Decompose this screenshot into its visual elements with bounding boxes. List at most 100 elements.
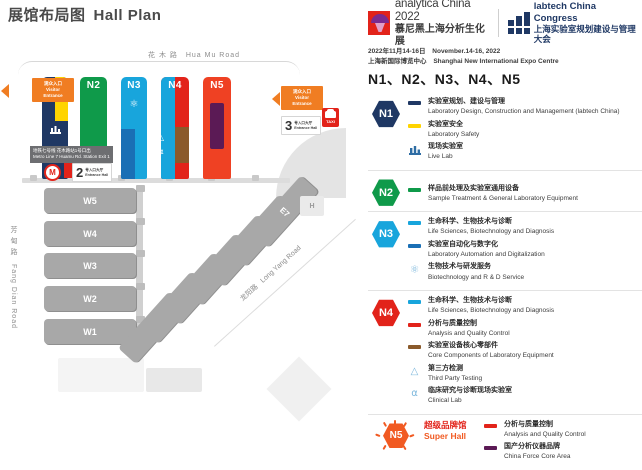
legend-item-cn: 实验室规划、建设与管理	[428, 98, 505, 105]
map-plaza-area	[58, 358, 144, 392]
legend-hall-badge-n4-label: N4	[372, 299, 400, 327]
legend-swatch-icon	[408, 299, 421, 304]
legend-item[interactable]: 分析与质量控制 Analysis and Quality Control	[484, 420, 642, 440]
labtech-logo-name: labtech China Congress	[533, 1, 596, 24]
legend-item[interactable]: 现场实验室 Live Lab	[408, 142, 642, 162]
legend-item-cn: 第三方检测	[428, 364, 463, 372]
legend-item-cn: 现场实验室	[428, 143, 463, 151]
super-hall-title: 超级品牌馆 Super Hall	[424, 420, 480, 442]
west-hall-nub	[136, 316, 145, 323]
map-hall-marker-h: H	[300, 196, 324, 216]
legend-item-en: Third Party Testing	[428, 374, 483, 382]
map-top-boundary	[18, 61, 300, 96]
clinical-lab-icon: ⍺	[411, 388, 418, 400]
entrance-hall-3-badge[interactable]: 3 号入口大厅 Entrance Hall	[281, 116, 322, 135]
map-hall-w1-label: W1	[83, 326, 97, 337]
labtech-logo-name-cn: 上海实验室规划建设与管理大会	[533, 24, 636, 45]
map-hall-n5-label: N5	[210, 80, 224, 91]
map-hall-n4[interactable]: N4 △ ⍺	[161, 77, 189, 179]
legend-item-en: China Force Core Area	[504, 453, 571, 461]
legend-item-en: Live Lab	[428, 153, 453, 161]
legend-item[interactable]: ⍺ 临床研究与诊断现场实验室 Clinical Lab	[408, 386, 642, 406]
west-hall-nub	[136, 218, 145, 225]
legend-item-cn: 国产分析仪器品牌	[504, 443, 560, 451]
map-hall-n3[interactable]: N3 ⚛	[121, 77, 147, 179]
legend-hall-badge-n2: N2	[372, 179, 402, 209]
map-hall-n5[interactable]: N5	[203, 77, 231, 179]
hall-n3-automation-zone	[121, 129, 135, 179]
road-hua-mu-cn: 花 木 路	[148, 52, 178, 59]
visitor-entrance-right[interactable]: 观众入口 Visitor Entrance	[281, 86, 323, 111]
page-title-cn: 展馆布局图	[8, 7, 86, 24]
super-hall-title-cn: 超级品牌馆	[424, 419, 467, 430]
map-hall-w2-label: W2	[83, 293, 97, 304]
event-venue-line: 上海新国际博览中心 Shanghai New International Exp…	[368, 57, 642, 67]
west-hall-nub	[136, 283, 145, 290]
super-hall-title-en: Super Hall	[424, 430, 467, 441]
map-hall-w3-label: W3	[83, 260, 97, 271]
map-hall-w1[interactable]: W1	[44, 319, 136, 344]
legend-item[interactable]: △ 第三方检测 Third Party Testing	[408, 364, 642, 384]
entrance-hall-2-en: Entrance Hall	[85, 172, 109, 177]
legend-item-cn: 实验室安全	[428, 120, 463, 128]
legend-item-en: Sample Treatment & General Laboratory Eq…	[428, 194, 578, 202]
legend-item-cn: 实验室设备核心零部件	[428, 342, 498, 350]
hall-foot	[30, 175, 37, 181]
map-hall-w4-label: W4	[83, 228, 97, 239]
legend-item[interactable]: 生命科学、生物技术与诊断 Life Sciences, Biotechnolog…	[408, 296, 642, 316]
legend-swatch-icon	[408, 101, 421, 105]
map-hall-n4-label: N4	[168, 80, 182, 91]
analytica-logo-name: analytica China 2022	[394, 0, 471, 23]
event-meta: 2022年11月14-16日 November.14-16, 2022 上海新国…	[368, 47, 642, 89]
road-label-fang-dian: 芳 甸 路 Fang Dian Road	[8, 226, 18, 329]
third-party-testing-icon: △	[410, 365, 419, 377]
legend-item-en: Laboratory Design, Construction and Mana…	[428, 108, 620, 116]
map-hall-marker-label: H	[309, 202, 315, 210]
legend-item[interactable]: 实验室规划、建设与管理 Laboratory Design, Construct…	[408, 97, 642, 117]
legend-swatch-icon	[408, 243, 421, 248]
hall-n5-china-force-zone	[210, 103, 224, 149]
legend-item-cn: 生命科学、生物技术与诊断	[428, 296, 512, 304]
legend-item[interactable]: ⚛ 生物技术与研发服务 Biotechnology and R & D Serv…	[408, 262, 642, 282]
map-hall-w2[interactable]: W2	[44, 286, 136, 311]
visitor-entrance-right-cn: 观众入口	[293, 89, 311, 94]
legend-list: N1 实验室规划、建设与管理 Laboratory Design, Constr…	[368, 92, 642, 470]
map-hall-n3-label: N3	[127, 80, 141, 91]
legend-swatch-icon	[408, 345, 421, 350]
road-fang-dian-cn: 芳 甸 路	[10, 226, 17, 256]
map-hall-w3[interactable]: W3	[44, 253, 136, 278]
legend-item[interactable]: 国产分析仪器品牌 China Force Core Area	[484, 442, 642, 462]
legend-item[interactable]: 实验室安全 Laboratory Safety	[408, 120, 642, 140]
entrance-hall-2-badge[interactable]: 2 号入口大厅 Entrance Hall	[72, 163, 113, 182]
map-hall-w4[interactable]: W4	[44, 221, 136, 246]
legend-item-cn: 分析与质量控制	[428, 319, 477, 327]
metro-logo-icon: M	[44, 164, 61, 181]
legend-item-en: Analysis and Quality Control	[428, 329, 510, 337]
road-label-hua-mu: 花 木 路 Hua Mu Road	[148, 50, 240, 60]
map-hall-w5[interactable]: W5	[44, 188, 136, 213]
hall-n4-components-zone	[175, 127, 189, 163]
legend-item[interactable]: 样品前处理及实验室通用设备 Sample Treatment & General…	[408, 184, 642, 204]
visitor-entrance-left-cn: 观众入口	[44, 81, 62, 86]
legend-item[interactable]: 实验室设备核心零部件 Core Components of Laboratory…	[408, 341, 642, 361]
legend-hall-badge-n5: N5	[368, 419, 424, 452]
labtech-logo-mark-icon	[507, 12, 530, 34]
legend-swatch-icon	[408, 123, 421, 128]
legend-item[interactable]: 分析与质量控制 Analysis and Quality Control	[408, 319, 642, 339]
visitor-entrance-left-en: Visitor Entrance	[43, 87, 63, 99]
map-hall-n2-label: N2	[86, 80, 101, 91]
legend-hall-badge-n3: N3	[372, 220, 402, 250]
legend-item[interactable]: 生命科学、生物技术与诊断 Life Sciences, Biotechnolog…	[408, 217, 642, 237]
metro-info: 地铁七号线 花木路站1号口出 Metro Line 7 Huamu Rd. St…	[30, 146, 113, 163]
event-venue-cn: 上海新国际博览中心	[368, 57, 427, 65]
entrance-hall-3-en: Entrance Hall	[294, 125, 318, 130]
legend-item-en: Core Components of Laboratory Equipment	[428, 352, 554, 360]
entrance-arrow-left	[1, 84, 9, 98]
analytica-logo[interactable]: analytica China 2022 慕尼黑上海分析生化展	[368, 0, 489, 48]
venue-map[interactable]: 花 木 路 Hua Mu Road 芳 甸 路 Fang Dian Road 龙…	[0, 28, 358, 442]
third-party-testing-icon: △	[161, 133, 175, 142]
labtech-logo[interactable]: labtech China Congress 上海实验室规划建设与管理大会	[507, 1, 642, 45]
legend-item-en: Biotechnology and R & D Service	[428, 273, 525, 281]
legend-item[interactable]: 实验室自动化与数字化 Laboratory Automation and Dig…	[408, 240, 642, 260]
entrance-hall-2-number: 2	[76, 165, 84, 180]
